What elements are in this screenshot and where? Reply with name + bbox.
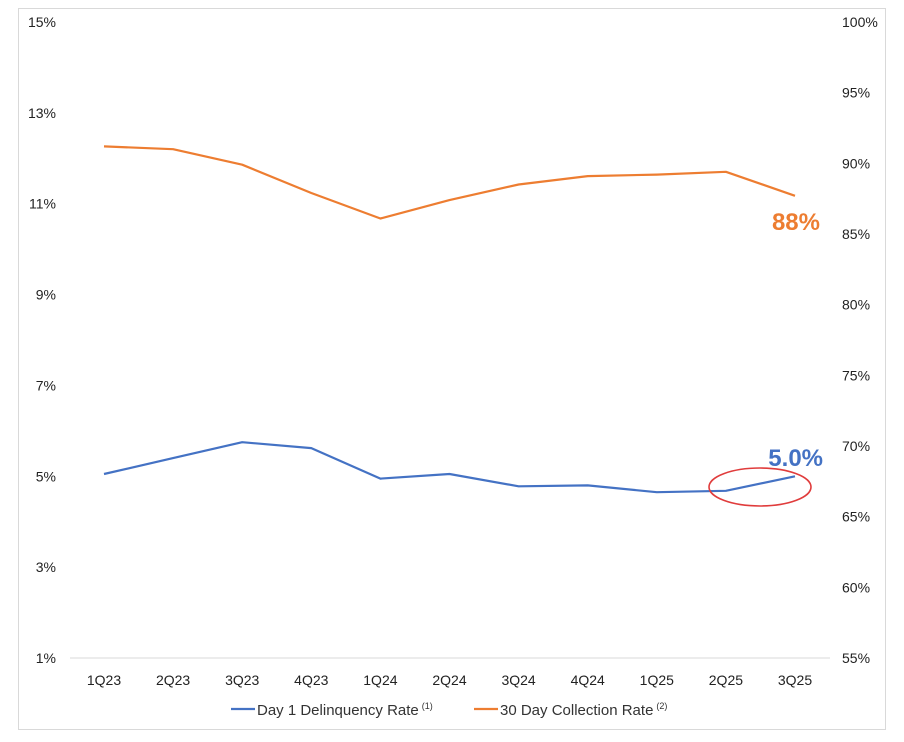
x-tick-label: 4Q24 xyxy=(571,672,605,688)
right-tick-label: 80% xyxy=(842,297,870,313)
x-tick-label: 4Q23 xyxy=(294,672,328,688)
delinquency-series-line xyxy=(103,441,796,494)
x-tick-label: 3Q25 xyxy=(778,672,812,688)
series-lines xyxy=(103,145,796,494)
right-tick-label: 75% xyxy=(842,367,870,383)
collection-end-label: 88% xyxy=(772,209,820,236)
end-labels: 5.0% 88% xyxy=(768,209,823,472)
x-tick-label: 3Q23 xyxy=(225,672,259,688)
collection-legend-label: 30 Day Collection Rate (2) xyxy=(500,701,667,719)
right-tick-label: 65% xyxy=(842,509,870,525)
x-axis: 1Q23 2Q23 3Q23 4Q23 1Q24 2Q24 3Q24 4Q24 1Q25 2Q25… xyxy=(87,672,812,688)
collection-legend-footnote: (2) xyxy=(656,701,667,711)
delinquency-end-label: 5.0% xyxy=(768,445,823,472)
right-tick-label: 85% xyxy=(842,226,870,242)
left-tick-label: 7% xyxy=(36,377,56,393)
x-tick-label: 1Q25 xyxy=(640,672,674,688)
x-tick-label: 2Q23 xyxy=(156,672,190,688)
x-tick-label: 2Q25 xyxy=(709,672,743,688)
collection-series-line xyxy=(103,145,796,220)
left-tick-label: 5% xyxy=(36,468,56,484)
right-tick-label: 95% xyxy=(842,85,870,101)
right-tick-label: 60% xyxy=(842,579,870,595)
right-tick-label: 70% xyxy=(842,438,870,454)
delinquency-legend-footnote: (1) xyxy=(422,701,433,711)
left-tick-label: 11% xyxy=(29,196,56,212)
right-axis: 100% 95% 90% 85% 80% 75% 70% 65% 60% 55% xyxy=(842,14,878,666)
legend: Day 1 Delinquency Rate (1) 30 Day Collecti… xyxy=(231,701,667,719)
left-axis: 15% 13% 11% 9% 7% 5% 3% 1% xyxy=(28,14,56,666)
left-tick-label: 1% xyxy=(36,650,56,666)
chart-frame xyxy=(18,8,886,730)
right-tick-label: 55% xyxy=(842,650,870,666)
x-tick-label: 3Q24 xyxy=(501,672,535,688)
x-tick-label: 1Q24 xyxy=(363,672,397,688)
highlight-circle xyxy=(708,467,812,507)
right-tick-label: 90% xyxy=(842,155,870,171)
left-tick-label: 15% xyxy=(28,14,56,30)
x-tick-label: 1Q23 xyxy=(87,672,121,688)
left-tick-label: 13% xyxy=(28,105,56,121)
right-tick-label: 100% xyxy=(842,14,878,30)
left-tick-label: 3% xyxy=(36,559,56,575)
x-tick-label: 2Q24 xyxy=(432,672,466,688)
delinquency-legend-label: Day 1 Delinquency Rate (1) xyxy=(257,701,433,719)
left-tick-label: 9% xyxy=(36,287,56,303)
